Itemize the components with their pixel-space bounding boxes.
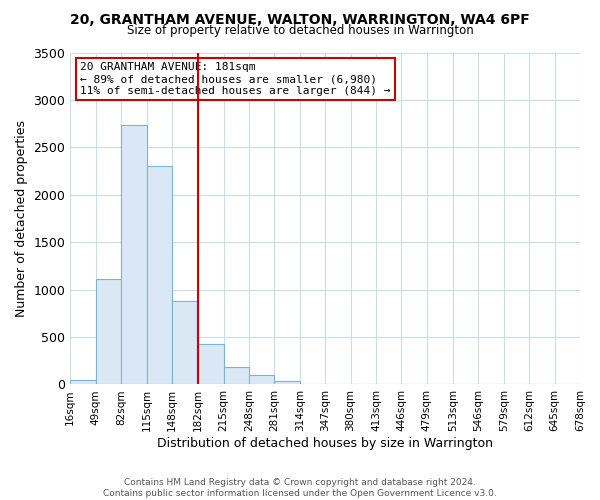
Bar — [172, 301, 197, 384]
Bar — [121, 124, 146, 384]
Text: Size of property relative to detached houses in Warrington: Size of property relative to detached ho… — [127, 24, 473, 37]
Bar — [249, 376, 274, 384]
Y-axis label: Number of detached properties: Number of detached properties — [15, 120, 28, 317]
Bar — [70, 380, 96, 384]
Bar — [146, 166, 172, 384]
Text: 20, GRANTHAM AVENUE, WALTON, WARRINGTON, WA4 6PF: 20, GRANTHAM AVENUE, WALTON, WARRINGTON,… — [70, 12, 530, 26]
Bar — [96, 279, 121, 384]
Text: Contains HM Land Registry data © Crown copyright and database right 2024.
Contai: Contains HM Land Registry data © Crown c… — [103, 478, 497, 498]
Text: 20 GRANTHAM AVENUE: 181sqm
← 89% of detached houses are smaller (6,980)
11% of s: 20 GRANTHAM AVENUE: 181sqm ← 89% of deta… — [80, 62, 391, 96]
X-axis label: Distribution of detached houses by size in Warrington: Distribution of detached houses by size … — [157, 437, 493, 450]
Bar — [198, 344, 224, 384]
Bar — [274, 380, 300, 384]
Bar — [224, 367, 249, 384]
